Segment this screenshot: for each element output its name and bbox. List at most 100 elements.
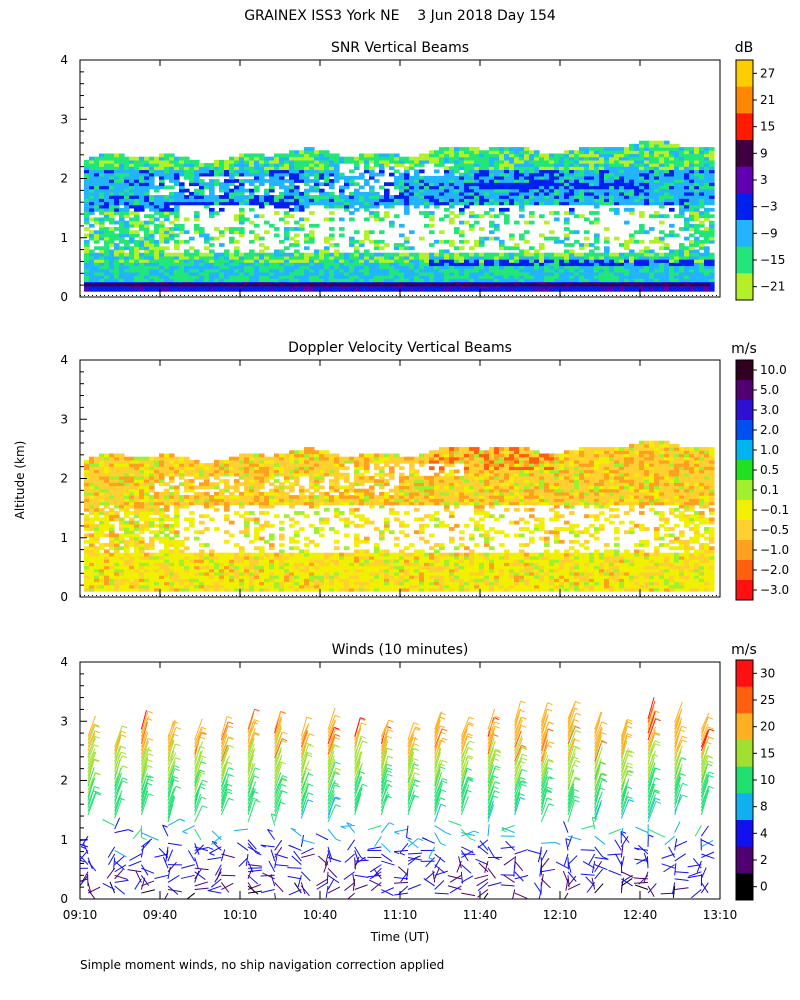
heatmap-cell	[144, 584, 150, 589]
heatmap-cell	[174, 198, 180, 203]
heatmap-cell	[124, 488, 130, 493]
heatmap-cell	[379, 284, 385, 289]
heatmap-cell	[249, 159, 255, 164]
heatmap-cell	[154, 530, 160, 535]
heatmap-cell	[674, 191, 680, 196]
heatmap-cell	[569, 179, 575, 183]
heatmap-cell	[109, 575, 115, 579]
heatmap-cell	[129, 156, 135, 161]
heatmap-cell	[149, 475, 155, 480]
heatmap-cell	[239, 163, 245, 167]
heatmap-cell	[174, 559, 180, 563]
heatmap-cell	[674, 159, 680, 164]
heatmap-cell	[104, 543, 110, 547]
heatmap-cell	[199, 172, 205, 177]
heatmap-cell	[314, 175, 320, 180]
heatmap-cell	[189, 268, 195, 273]
heatmap-cell	[169, 156, 175, 161]
heatmap-cell	[99, 249, 105, 254]
heatmap-cell	[129, 252, 135, 257]
heatmap-cell	[664, 198, 670, 203]
heatmap-cell	[489, 156, 495, 161]
heatmap-cell	[274, 195, 280, 199]
heatmap-cell	[519, 185, 525, 190]
heatmap-cell	[234, 278, 240, 283]
heatmap-cell	[374, 252, 380, 257]
heatmap-cell	[459, 191, 465, 196]
heatmap-cell	[409, 201, 415, 206]
heatmap-cell	[84, 559, 90, 563]
heatmap-cell	[124, 466, 130, 471]
heatmap-cell	[474, 252, 480, 257]
heatmap-cell	[104, 211, 110, 215]
heatmap-cell	[99, 166, 105, 171]
heatmap-cell	[704, 211, 710, 215]
heatmap-cell	[139, 265, 145, 270]
heatmap-cell	[284, 191, 290, 196]
heatmap-cell	[344, 182, 350, 187]
heatmap-cell	[489, 259, 495, 263]
heatmap-cell	[694, 217, 700, 222]
heatmap-cell	[379, 156, 385, 161]
heatmap-cell	[329, 217, 335, 222]
heatmap-cell	[574, 153, 580, 158]
heatmap-cell	[259, 179, 265, 183]
heatmap-cell	[214, 172, 220, 177]
heatmap-cell	[134, 175, 140, 180]
heatmap-cell	[99, 495, 105, 499]
heatmap-cell	[169, 278, 175, 283]
heatmap-cell	[619, 175, 625, 180]
heatmap-cell	[444, 259, 450, 263]
heatmap-cell	[164, 498, 170, 503]
heatmap-cell	[259, 163, 265, 167]
heatmap-cell	[354, 182, 360, 187]
heatmap-cell	[454, 268, 460, 273]
heatmap-cell	[124, 185, 130, 190]
heatmap-cell	[229, 227, 235, 231]
heatmap-cell	[129, 278, 135, 283]
heatmap-cell	[299, 172, 305, 177]
heatmap-cell	[249, 265, 255, 270]
heatmap-cell	[434, 268, 440, 273]
heatmap-cell	[539, 201, 545, 206]
heatmap-cell	[214, 195, 220, 199]
heatmap-cell	[369, 211, 375, 215]
heatmap-cell	[264, 259, 270, 263]
heatmap-cell	[504, 262, 510, 267]
heatmap-cell	[159, 459, 165, 464]
heatmap-cell	[514, 287, 520, 292]
heatmap-cell	[209, 252, 215, 257]
heatmap-cell	[99, 488, 105, 493]
heatmap-cell	[489, 153, 495, 158]
heatmap-cell	[174, 578, 180, 583]
heatmap-cell	[529, 271, 535, 276]
heatmap-cell	[334, 255, 340, 260]
heatmap-cell	[369, 214, 375, 219]
heatmap-cell	[509, 156, 515, 161]
heatmap-cell	[89, 156, 95, 161]
heatmap-cell	[134, 549, 140, 554]
heatmap-cell	[84, 217, 90, 222]
heatmap-cell	[174, 575, 180, 579]
heatmap-cell	[704, 172, 710, 177]
heatmap-cell	[239, 252, 245, 257]
heatmap-cell	[184, 217, 190, 222]
heatmap-cell	[549, 284, 555, 289]
heatmap-cell	[434, 150, 440, 155]
heatmap-cell	[434, 239, 440, 244]
heatmap-cell	[394, 153, 400, 158]
heatmap-cell	[144, 182, 150, 187]
heatmap-cell	[519, 166, 525, 171]
heatmap-cell	[524, 185, 530, 190]
heatmap-cell	[124, 498, 130, 503]
heatmap-cell	[524, 284, 530, 289]
heatmap-cell	[674, 175, 680, 180]
heatmap-cell	[114, 159, 120, 164]
heatmap-cell	[94, 191, 100, 196]
heatmap-cell	[104, 182, 110, 187]
heatmap-cell	[279, 179, 285, 183]
heatmap-cell	[264, 191, 270, 196]
heatmap-cell	[479, 150, 485, 155]
heatmap-cell	[169, 517, 175, 522]
heatmap-cell	[679, 214, 685, 219]
